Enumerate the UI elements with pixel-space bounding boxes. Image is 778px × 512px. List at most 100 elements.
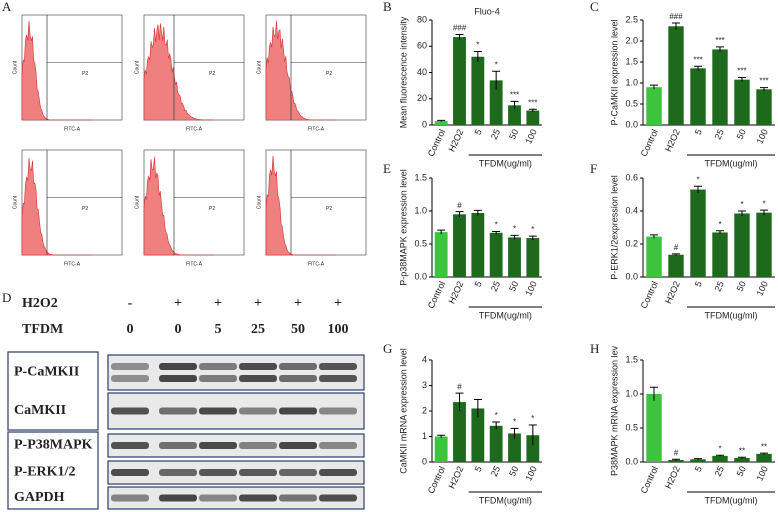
gate-label: P2: [82, 206, 88, 212]
histogram: [143, 23, 215, 121]
bar: [434, 232, 448, 277]
blot-box: [107, 486, 365, 510]
panel-letter: F: [590, 161, 597, 176]
x-tick-label: 50: [735, 280, 748, 293]
significance: ***: [510, 90, 519, 99]
treatment-level: 100: [328, 322, 349, 337]
error-bar: [455, 392, 464, 411]
y-tick-label: 1: [422, 431, 427, 441]
bar: [756, 212, 772, 277]
error-bar: [760, 209, 768, 216]
y-axis-label: P-CaMKII expression level: [609, 19, 619, 125]
bar: [712, 49, 728, 125]
bar: [668, 459, 684, 462]
y-tick-label: 1.0: [625, 77, 638, 87]
bar: [526, 110, 540, 125]
treatment-name: TFDM: [22, 322, 63, 337]
bar: [471, 408, 485, 462]
band: [111, 375, 149, 382]
bar: [434, 436, 448, 462]
gate-label: P2: [209, 71, 215, 77]
significance: *: [740, 200, 743, 209]
x-tick-label: 50: [735, 465, 748, 478]
band: [111, 442, 149, 449]
significance: ***: [737, 67, 746, 76]
band: [159, 363, 197, 370]
error-bar: [528, 235, 537, 241]
band: [319, 494, 357, 502]
band: [279, 442, 317, 449]
x-tick-label: 5: [473, 128, 484, 137]
bar: [646, 394, 662, 462]
y-axis-label: Count: [256, 195, 262, 209]
treatment-level: 0: [127, 322, 134, 337]
significance: ***: [759, 77, 768, 86]
x-axis-label: FITC-A: [308, 126, 325, 132]
x-tick-label: H2O2: [446, 128, 465, 154]
band: [199, 375, 237, 382]
bar: [526, 435, 540, 462]
x-tick-label: 25: [489, 128, 502, 141]
y-axis-label: Count: [256, 60, 262, 74]
treatment-level: +: [294, 296, 302, 311]
band: [239, 442, 277, 449]
x-tick-label: 25: [713, 128, 726, 141]
gate-label: P2: [326, 206, 332, 212]
y-tick-label: 0.5: [625, 98, 638, 108]
significance: *: [696, 175, 699, 184]
x-tick-label: 100: [523, 128, 538, 146]
treatment-level: 25: [251, 322, 265, 337]
error-bar: [760, 87, 768, 91]
band: [199, 363, 237, 370]
panel-letter: G: [383, 341, 392, 356]
x-tick-label: H2O2: [663, 465, 682, 491]
y-tick-label: 2: [422, 405, 427, 415]
band: [111, 469, 149, 476]
band: [159, 407, 197, 415]
significance: ***: [693, 55, 702, 64]
y-tick-label: 2.5: [625, 14, 638, 24]
bar: [712, 455, 728, 462]
treatment-level: -: [128, 296, 133, 311]
band: [111, 494, 149, 502]
y-tick-label: 0.0: [625, 271, 638, 281]
x-tick-label: Control: [639, 280, 660, 311]
panel-letter: B: [383, 0, 392, 14]
y-axis-label: P38MAPK mRNA expression lev: [609, 345, 619, 476]
band: [199, 494, 237, 502]
error-bar: [716, 46, 724, 52]
y-axis-label: Count: [134, 195, 140, 209]
error-bar: [437, 229, 446, 235]
band: [111, 363, 149, 370]
error-bar: [672, 253, 680, 256]
chart-title: Fluo-4: [474, 6, 500, 16]
band: [159, 494, 197, 502]
x-tick-label: 50: [735, 128, 748, 141]
error-bar: [650, 386, 658, 401]
y-tick-label: 0.0: [625, 456, 638, 466]
y-tick-label: 1.5: [625, 56, 638, 66]
band: [199, 469, 237, 476]
x-axis-label: TFDM(ug/ml): [705, 158, 758, 168]
significance: ###: [453, 24, 467, 33]
blot-box: [107, 354, 365, 391]
x-axis-label: TFDM(ug/ml): [479, 158, 532, 168]
y-axis-label: Count: [12, 60, 18, 74]
y-tick-label: 0.0: [625, 119, 638, 129]
error-bar: [492, 421, 501, 430]
significance: *: [718, 444, 721, 453]
x-tick-label: Control: [639, 465, 660, 496]
bar: [668, 254, 684, 277]
panel-letter: H: [590, 341, 599, 356]
significance: #: [457, 201, 462, 210]
treatment-level: +: [334, 296, 342, 311]
gate-label: P2: [82, 71, 88, 77]
bar: [690, 68, 706, 125]
x-axis-label: TFDM(ug/ml): [705, 495, 758, 505]
treatment-level: 0: [175, 322, 182, 337]
error-bar: [716, 454, 724, 457]
significance: **: [739, 446, 745, 455]
y-tick-label: 0.2: [625, 238, 638, 248]
y-tick-label: 0.5: [414, 238, 427, 248]
blot-label: P-P38MAPK: [14, 438, 93, 453]
